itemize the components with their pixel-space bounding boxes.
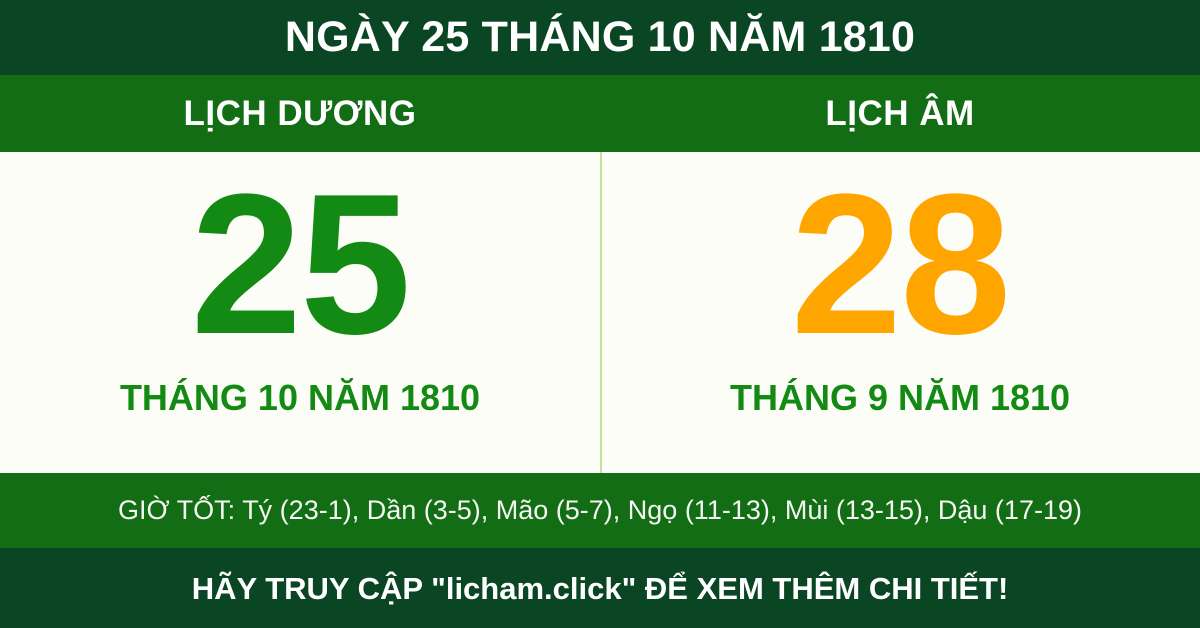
solar-calendar-label: LỊCH DƯƠNG: [183, 94, 417, 133]
lunar-calendar-panel: 28 THÁNG 9 NĂM 1810: [600, 152, 1200, 473]
lunar-day-number: 28: [790, 153, 1011, 376]
calendar-card: 25 THÁNG 10 NĂM 1810 28 THÁNG 9 NĂM 1810: [0, 152, 1200, 473]
lunar-month-year: THÁNG 9 NĂM 1810: [729, 377, 1071, 418]
good-hours-text: GIỜ TỐT: Tý (23-1), Dần (3-5), Mão (5-7)…: [118, 495, 1082, 525]
title-bar: NGÀY 25 THÁNG 10 NĂM 1810: [0, 0, 1200, 75]
good-hours-band: GIỜ TỐT: Tý (23-1), Dần (3-5), Mão (5-7)…: [0, 473, 1200, 548]
solar-calendar-panel: 25 THÁNG 10 NĂM 1810: [0, 152, 600, 473]
calendar-type-header: LỊCH DƯƠNG LỊCH ÂM: [0, 75, 1200, 152]
solar-month-year: THÁNG 10 NĂM 1810: [119, 377, 481, 418]
solar-day-number: 25: [190, 153, 411, 376]
solar-calendar-header: LỊCH DƯƠNG: [0, 75, 600, 152]
footer-cta-banner: HÃY TRUY CẬP "licham.click" ĐỂ XEM THÊM …: [0, 548, 1200, 628]
column-divider: [600, 152, 602, 473]
page-title: NGÀY 25 THÁNG 10 NĂM 1810: [284, 13, 916, 61]
lunar-calendar-label: LỊCH ÂM: [825, 94, 975, 133]
lunar-calendar-header: LỊCH ÂM: [600, 75, 1200, 152]
footer-cta-text: HÃY TRUY CẬP "licham.click" ĐỂ XEM THÊM …: [191, 570, 1009, 606]
